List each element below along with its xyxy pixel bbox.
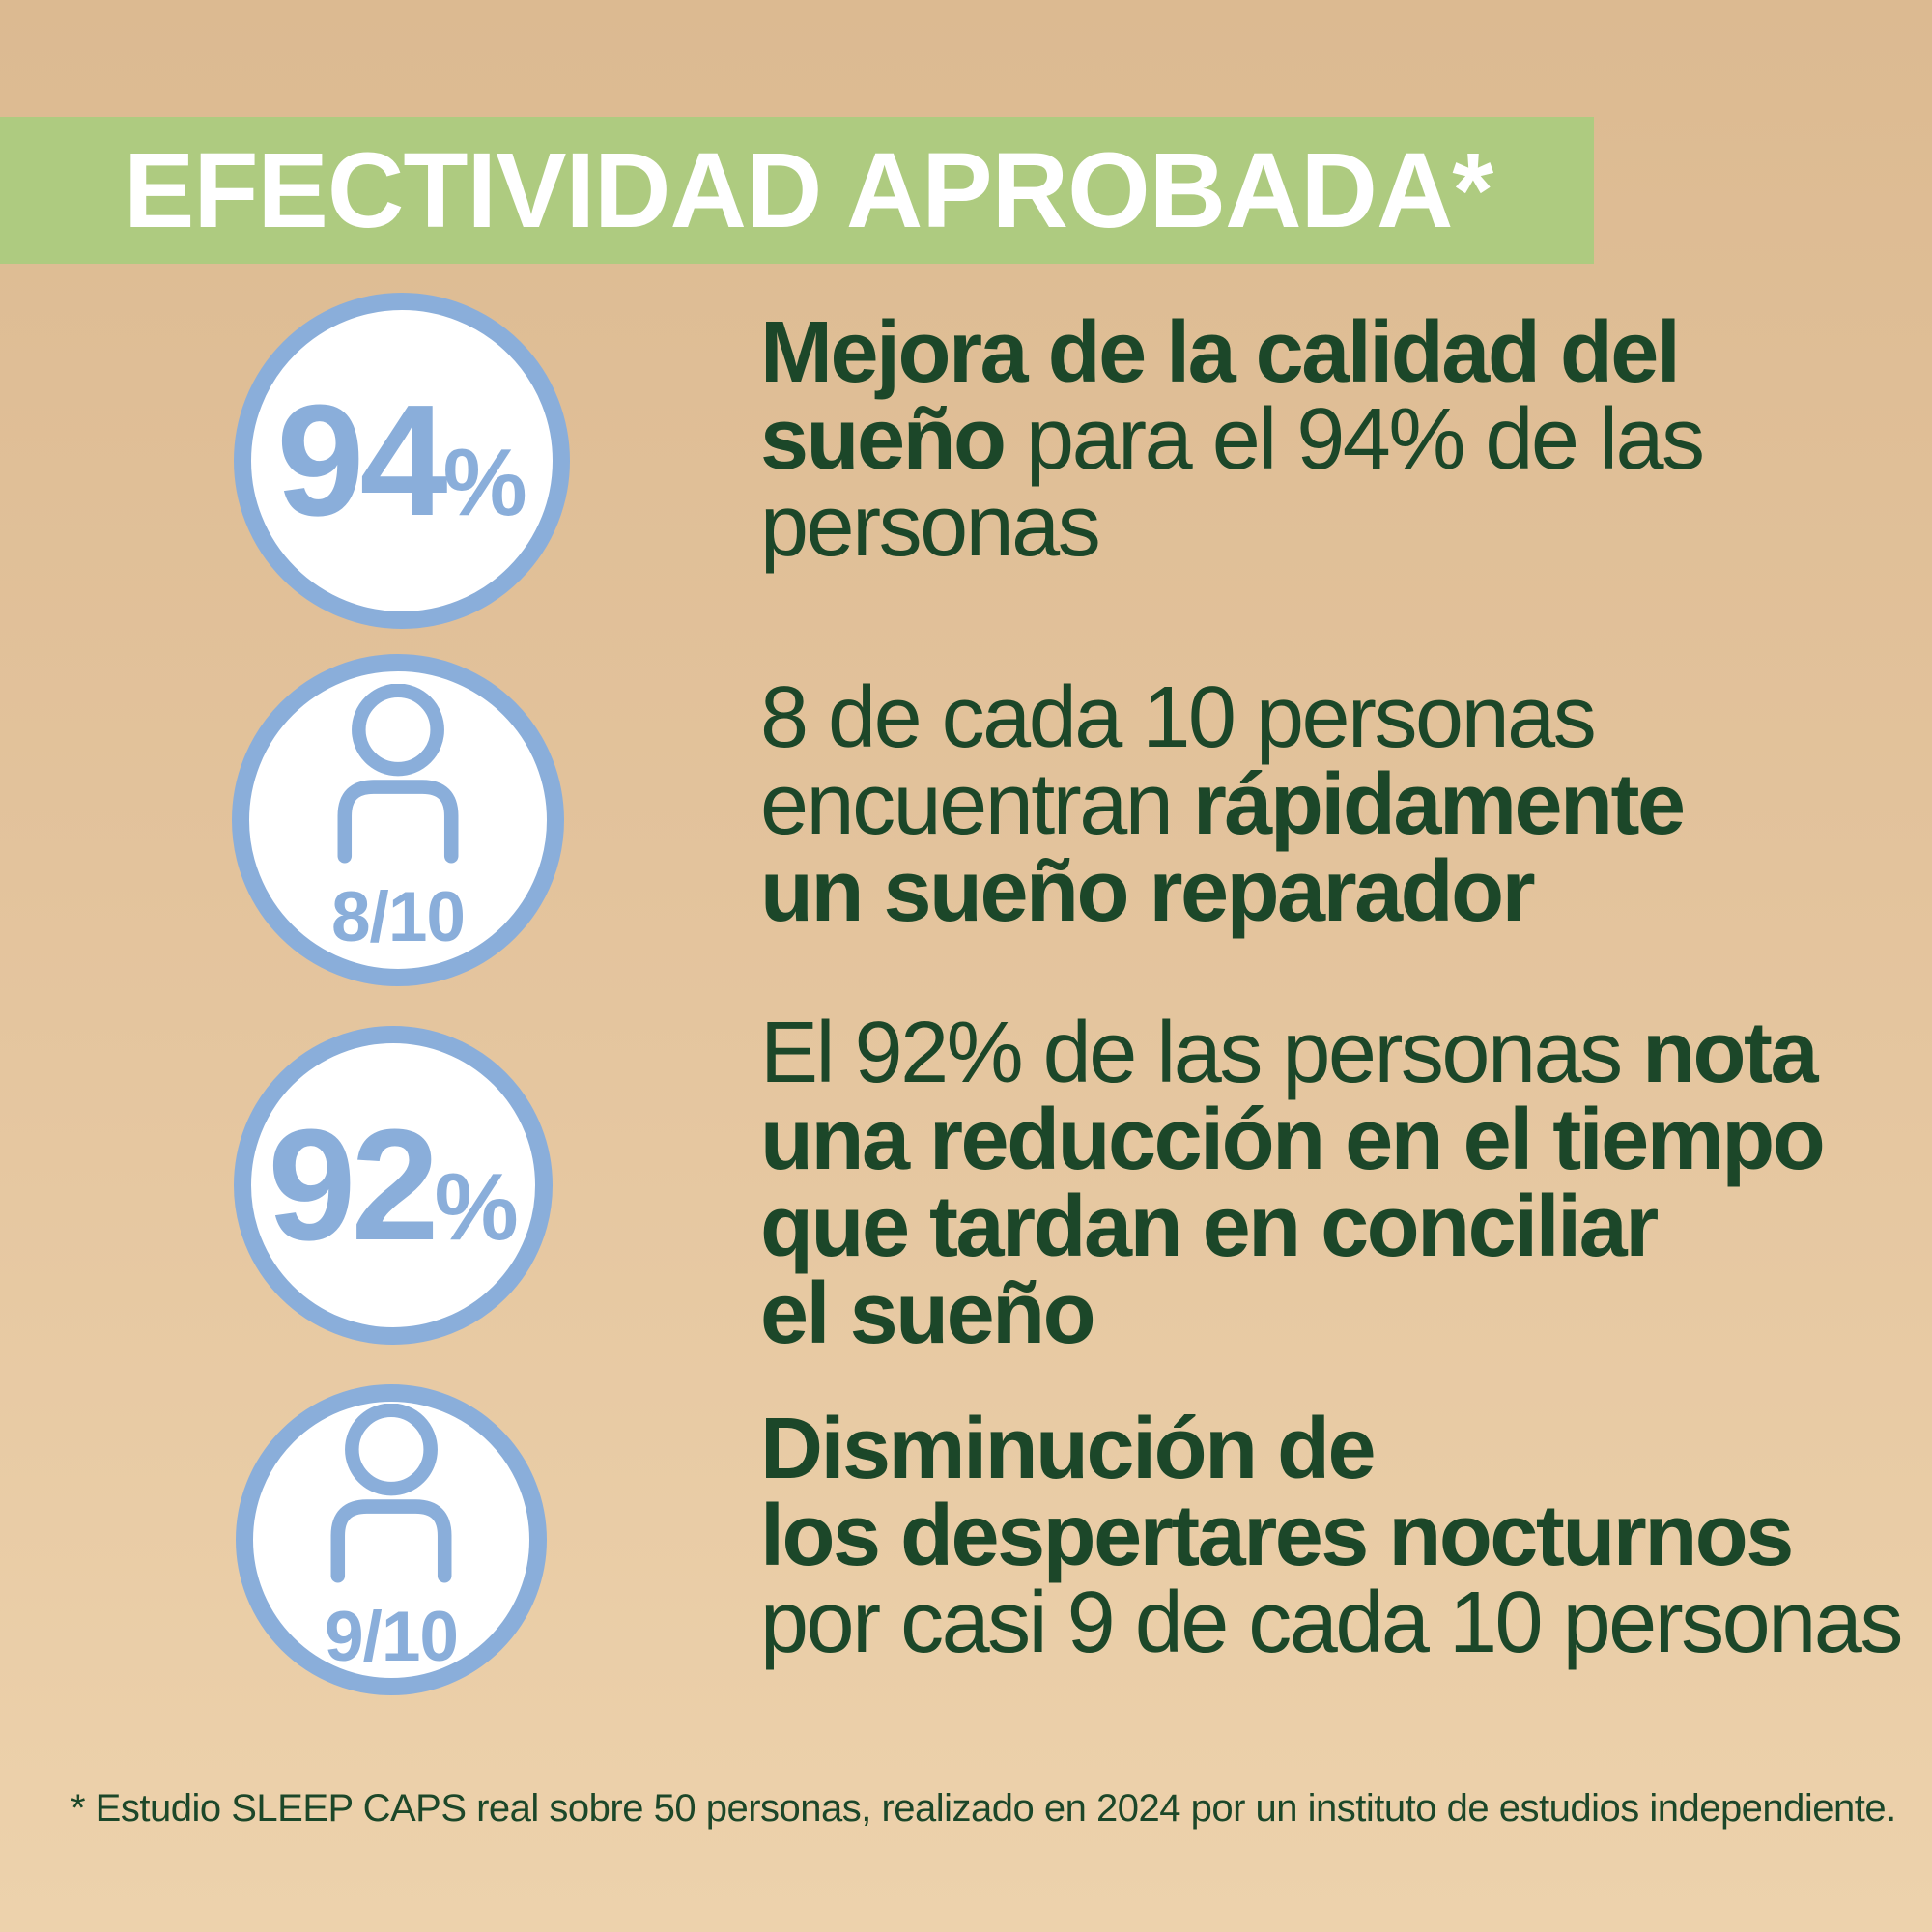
percent-badge: 92% [234, 1026, 553, 1345]
percent-value: 92 [268, 1096, 439, 1273]
text-segment: los despertares nocturnos [760, 1488, 1794, 1584]
ratio-label: 8/10 [330, 877, 466, 956]
text-line: el sueño [760, 1270, 1823, 1357]
percent-value: 94 [276, 372, 447, 549]
header-band: EFECTIVIDAD APROBADA* [0, 117, 1594, 264]
text-line: un sueño reparador [760, 848, 1684, 935]
percent-sign: % [442, 429, 527, 535]
stat-text: 8 de cada 10 personas encuentran rápidam… [760, 674, 1686, 935]
text-segment: El 92% de las personas [760, 1005, 1643, 1101]
text-segment: sueño [760, 391, 1007, 488]
text-segment: encuentran [760, 756, 1193, 853]
text-line: sueño para el 94% de las [760, 396, 1705, 483]
text-line: Disminución de [760, 1406, 1901, 1492]
text-line: que tardan en conciliar [760, 1183, 1823, 1270]
text-segment: personas [760, 478, 1101, 575]
page-title: EFECTIVIDAD APROBADA* [124, 130, 1493, 250]
text-segment: rápidamente [1192, 756, 1686, 853]
text-line: por casi 9 de cada 10 personas [760, 1579, 1903, 1666]
person-badge: 9/10 [236, 1384, 547, 1695]
text-segment: 8 de cada 10 personas [760, 669, 1597, 766]
text-line: personas [760, 483, 1703, 570]
text-segment: nota [1642, 1005, 1818, 1101]
text-segment: Disminución de [760, 1401, 1377, 1497]
footnote: * Estudio SLEEP CAPS real sobre 50 perso… [71, 1787, 1896, 1830]
text-line: 8 de cada 10 personas [760, 674, 1684, 761]
text-segment: que tardan en conciliar [760, 1179, 1659, 1275]
text-line: encuentran rápidamente [760, 761, 1686, 848]
text-segment: Mejora de la calidad del [760, 304, 1681, 401]
text-line: una reducción en el tiempo [760, 1096, 1826, 1183]
stat-text: El 92% de las personas nota una reducció… [760, 1009, 1826, 1357]
text-segment: para el 94% de las [1004, 391, 1705, 488]
text-line: los despertares nocturnos [760, 1492, 1901, 1579]
person-badge: 8/10 [232, 654, 564, 986]
text-segment: el sueño [760, 1265, 1096, 1362]
text-line: El 92% de las personas nota [760, 1009, 1823, 1096]
percent-badge: 94% [234, 293, 570, 629]
text-segment: una reducción en el tiempo [760, 1092, 1826, 1188]
stat-text: Mejora de la calidad del sueño para el 9… [760, 309, 1705, 570]
stat-text: Disminución de los despertares nocturnos… [760, 1406, 1903, 1666]
person-icon [330, 1403, 452, 1583]
text-segment: por casi 9 de cada 10 personas [760, 1575, 1903, 1671]
percent-sign: % [434, 1153, 519, 1260]
text-line: Mejora de la calidad del [760, 309, 1703, 396]
text-segment: un sueño reparador [760, 843, 1536, 940]
person-icon [337, 683, 459, 864]
ratio-label: 9/10 [324, 1597, 459, 1676]
